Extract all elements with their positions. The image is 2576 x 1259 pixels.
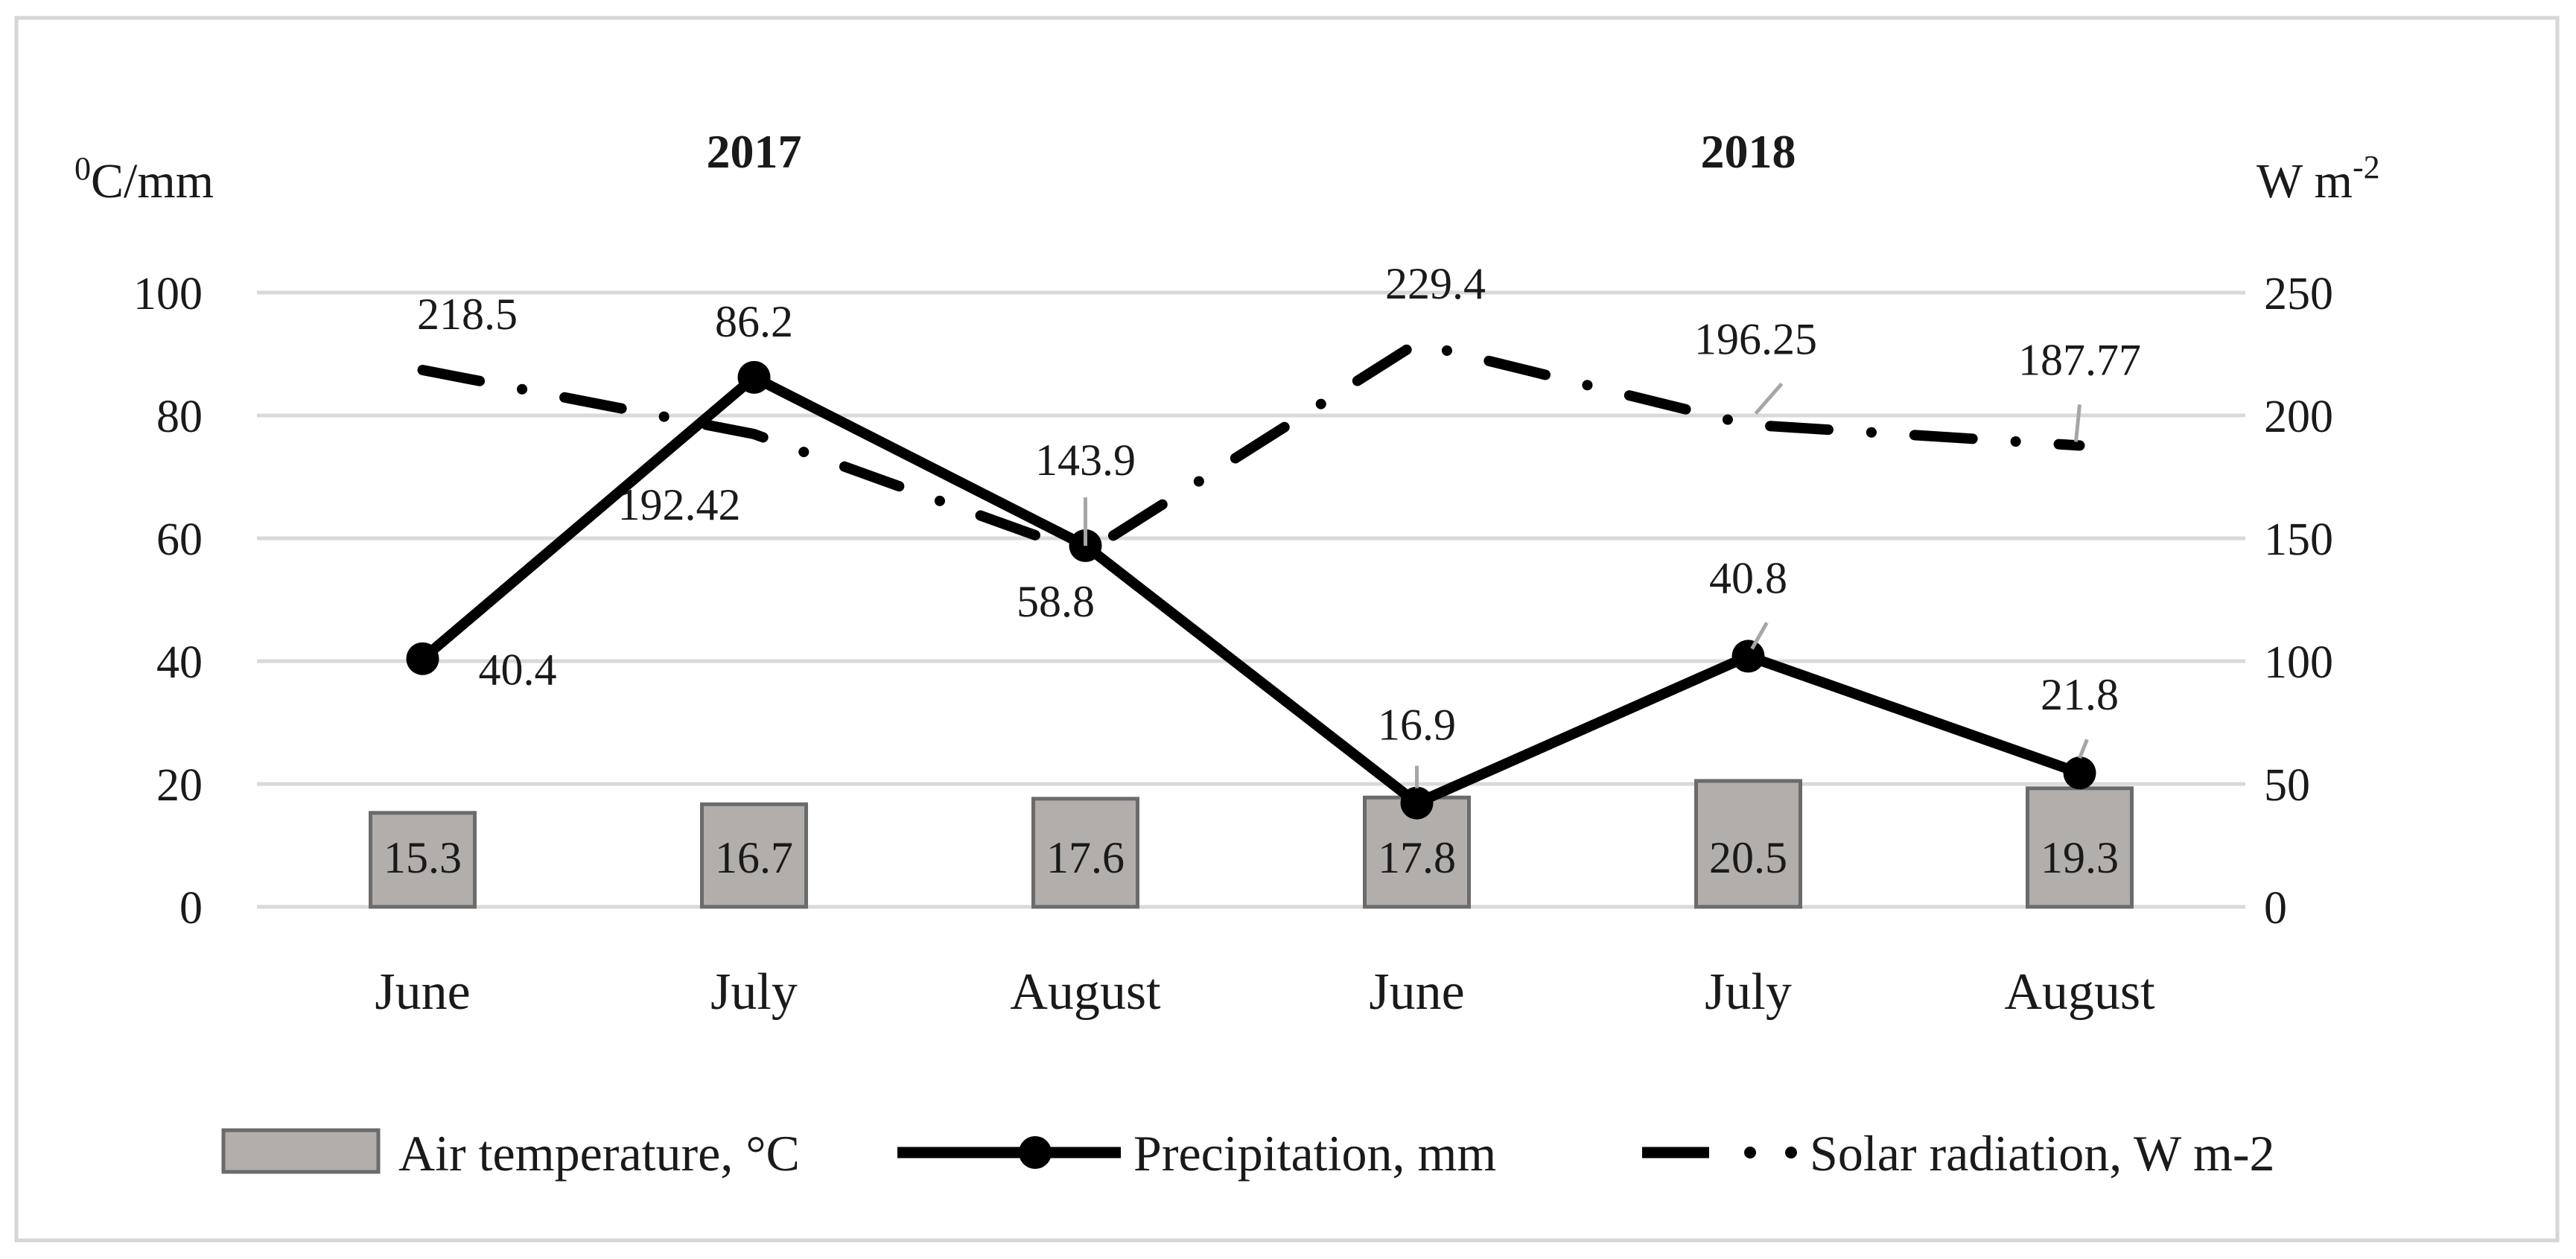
year-label-2017: 2017 [707,125,802,178]
solar-radiation-data-label: 192.42 [618,480,741,529]
temperature-bar [369,811,477,909]
precipitation-data-label: 16.9 [1378,701,1456,750]
right-tick-label: 150 [2264,514,2333,565]
precipitation-data-label: 40.4 [479,646,557,695]
temperature-bar [700,802,808,909]
right-axis-title: W m-2 [2257,149,2380,208]
temperature-data-label: 17.8 [1378,833,1456,882]
category-label-july: July [710,963,798,1021]
temperature-data-label: 15.3 [384,833,462,882]
solar-radiation-line [417,337,2085,559]
right-tick-label: 250 [2264,269,2333,319]
left-axis-title-main: C/mm [91,154,214,208]
legend-dot-solar-radiation-2 [1785,1147,1797,1158]
category-label-august: August [1010,963,1161,1021]
legend-label-precipitation: Precipitation, mm [1133,1125,1496,1182]
precipitation-data-label: 40.8 [1709,553,1787,602]
temperature-data-label: 17.6 [1046,833,1125,882]
right-axis-title-main: W m [2257,154,2353,208]
solar-radiation-leader-line [1754,382,1784,415]
temperature-data-label: 20.5 [1709,833,1787,882]
temperature-bar [2026,786,2134,909]
solar-radiation-data-label: 229.4 [1385,259,1486,308]
right-tick-label: 0 [2264,883,2287,934]
solar-radiation-data-label: 143.9 [1035,436,1136,485]
right-axis-title-superscript: -2 [2353,149,2380,185]
axes: 0C/mm W m-2 020406080100050100150200250J… [74,125,2380,1021]
legend-label-air-temperature: Air temperature, °C [398,1125,800,1182]
precipitation-marker [2063,756,2096,790]
precipitation-marker [1731,640,1765,673]
year-label-2018: 2018 [1701,125,1796,178]
left-axis-title: 0C/mm [74,150,214,208]
temperature-bar [1694,779,1802,909]
right-tick-label: 200 [2264,392,2333,442]
legend-swatch-air-temperature [221,1128,381,1174]
precipitation-marker [1400,786,1434,820]
left-tick-label: 0 [179,883,203,934]
right-tick-label: 100 [2264,637,2333,688]
legend-dot-solar-radiation-1 [1744,1147,1756,1158]
data-labels: 15.3 16.7 17.6 17.8 20.5 19.3 40.4 86.2 58.8 16.9… [384,259,2141,882]
gridlines [257,290,2245,909]
precipitation-marker [737,360,771,394]
precipitation-data-label: 21.8 [2041,670,2119,719]
solar-radiation-data-label: 218.5 [417,290,518,339]
left-tick-label: 40 [156,637,203,688]
precipitation-marker [406,642,439,675]
category-label-june: June [1369,963,1464,1021]
precipitation-series [406,360,2096,820]
left-axis-title-superscript: 0 [74,150,91,187]
temperature-data-label: 16.7 [715,833,793,882]
solar-radiation-data-label: 196.25 [1694,314,1817,363]
left-tick-label: 20 [156,760,203,811]
precipitation-data-label: 86.2 [715,297,793,346]
precipitation-leader-line [1750,622,1769,650]
left-tick-label: 60 [156,514,203,565]
temperature-bar [1031,797,1139,909]
solar-radiation-leader-line [2074,404,2082,442]
legend-label-solar-radiation: Solar radiation, W m-2 [1810,1125,2274,1182]
legend-marker-precipitation [1019,1136,1052,1169]
solar-radiation-data-label: 187.77 [2018,335,2141,384]
solar-radiation-series [417,337,2085,559]
left-tick-label: 100 [133,269,203,319]
temperature-data-label: 19.3 [2041,833,2119,882]
category-label-july: July [1705,963,1792,1021]
chart-frame [14,16,2560,1243]
precipitation-leader-line [2078,739,2089,759]
left-tick-label: 80 [156,392,203,442]
right-tick-label: 50 [2264,760,2310,811]
precipitation-data-label: 58.8 [1017,577,1095,626]
precipitation-line [419,372,2082,809]
category-label-june: June [375,963,470,1021]
category-label-august: August [2004,963,2155,1021]
legend: Air temperature, °C Precipitation, mm So… [221,1125,2274,1182]
